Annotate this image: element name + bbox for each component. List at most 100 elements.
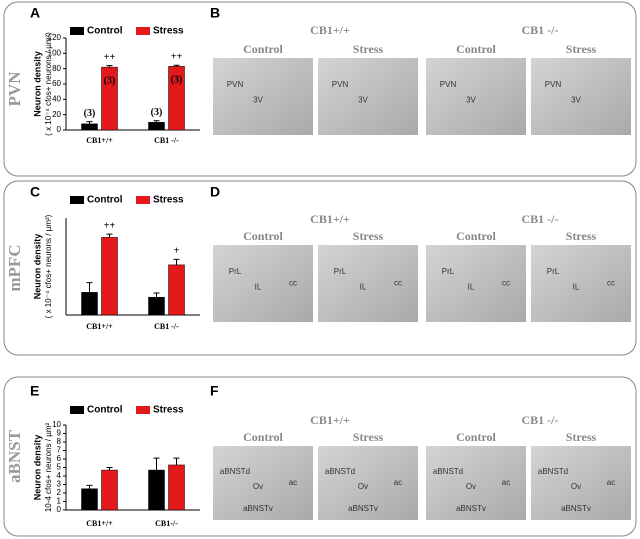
legend-label: Stress <box>153 405 184 416</box>
micrograph <box>426 446 526 520</box>
y-tick-label: 7 <box>57 446 62 455</box>
micrograph <box>426 58 526 135</box>
image-label: ac <box>394 478 402 487</box>
micrograph <box>213 58 313 135</box>
image-label: cc <box>607 279 615 288</box>
y-axis-label: 10-4 cfos+ neurons / µm² <box>44 423 53 513</box>
bar <box>148 296 165 316</box>
legend-swatch <box>136 27 150 35</box>
x-tick-label: CB1+/+ <box>86 322 113 331</box>
y-tick-label: 1 <box>57 497 62 506</box>
y-axis-label: ( x 10⁻⁴ cfos+ neurons / µm²) <box>44 32 53 136</box>
image-label: aBNSTd <box>538 467 568 476</box>
row-label: mPFC <box>5 244 24 291</box>
image-label: ac <box>607 478 615 487</box>
image-label: ac <box>289 478 297 487</box>
micrograph <box>318 446 418 520</box>
y-tick-label: 0 <box>57 505 62 514</box>
condition-label: Control <box>243 42 283 56</box>
error-bar <box>86 282 93 293</box>
panel-letter: C <box>30 184 40 200</box>
condition-label: Control <box>243 229 283 243</box>
error-bar <box>86 121 93 124</box>
y-tick-label: 10 <box>52 420 61 429</box>
legend-swatch <box>70 27 84 35</box>
micrograph <box>426 245 526 322</box>
x-tick-label: CB1 -/- <box>154 136 179 145</box>
image-label: aBNSTv <box>243 504 273 513</box>
micrograph <box>213 245 313 322</box>
image-label: aBNSTd <box>220 467 250 476</box>
image-label: PVN <box>227 80 244 89</box>
error-bar <box>173 258 180 265</box>
error-bar <box>173 457 180 465</box>
panel-letter: D <box>210 184 220 200</box>
legend-label: Stress <box>153 26 184 37</box>
image-label: cc <box>502 279 510 288</box>
image-label: PVN <box>545 80 562 89</box>
image-label: Ov <box>253 482 263 491</box>
row-frame <box>3 180 637 356</box>
y-tick-label: 6 <box>57 454 62 463</box>
image-label: aBNSTv <box>561 504 591 513</box>
image-label: PrL <box>547 267 560 276</box>
y-tick-label: 20 <box>52 110 61 119</box>
annotation: (3) <box>104 75 116 86</box>
bar <box>101 469 118 511</box>
genotype-header: CB1+/+ <box>310 23 350 37</box>
row-frame <box>3 376 637 537</box>
x-tick-label: CB1+/+ <box>86 136 113 145</box>
legend-label: Control <box>87 405 123 416</box>
image-label: cc <box>289 279 297 288</box>
condition-label: Stress <box>353 229 384 243</box>
bar <box>101 237 118 316</box>
condition-label: Stress <box>353 430 384 444</box>
image-label: IL <box>255 282 262 291</box>
y-tick-label: 60 <box>52 79 61 88</box>
image-label: Ov <box>466 482 476 491</box>
row-frame <box>3 1 637 177</box>
image-label: 3V <box>358 95 368 104</box>
x-tick-label: CB1 -/- <box>154 322 179 331</box>
condition-label: Control <box>456 42 496 56</box>
bar <box>168 464 185 511</box>
condition-label: Stress <box>566 42 597 56</box>
condition-label: Control <box>456 430 496 444</box>
error-bar <box>106 65 113 68</box>
image-label: IL <box>360 282 367 291</box>
image-label: Ov <box>571 482 581 491</box>
image-label: ac <box>502 478 510 487</box>
image-label: 3V <box>253 95 263 104</box>
image-label: 3V <box>571 95 581 104</box>
legend-swatch <box>136 196 150 204</box>
error-bar <box>106 233 113 238</box>
image-label: aBNSTv <box>348 504 378 513</box>
legend-swatch <box>70 196 84 204</box>
condition-label: Control <box>243 430 283 444</box>
x-tick-label: CB1-/- <box>155 519 178 528</box>
annotation: (3) <box>151 107 163 118</box>
row-label: aBNST <box>5 429 24 483</box>
legend-swatch <box>136 406 150 414</box>
image-label: IL <box>468 282 475 291</box>
panel-letter: E <box>30 383 39 399</box>
y-tick-label: 9 <box>57 429 62 438</box>
legend-label: Stress <box>153 195 184 206</box>
error-bar <box>153 457 160 471</box>
bar <box>168 264 185 316</box>
y-axis-label: Neuron density <box>32 234 42 300</box>
condition-label: Stress <box>566 229 597 243</box>
legend-swatch <box>70 406 84 414</box>
y-tick-label: 80 <box>52 64 61 73</box>
image-label: cc <box>394 279 402 288</box>
bar <box>81 488 98 511</box>
annotation: ++ <box>104 220 116 231</box>
micrograph <box>318 58 418 135</box>
bar <box>148 122 165 131</box>
image-label: PVN <box>332 80 349 89</box>
annotation: (3) <box>171 75 183 86</box>
image-label: PVN <box>440 80 457 89</box>
annotation: ++ <box>104 52 116 63</box>
row-label: PVN <box>5 71 24 107</box>
